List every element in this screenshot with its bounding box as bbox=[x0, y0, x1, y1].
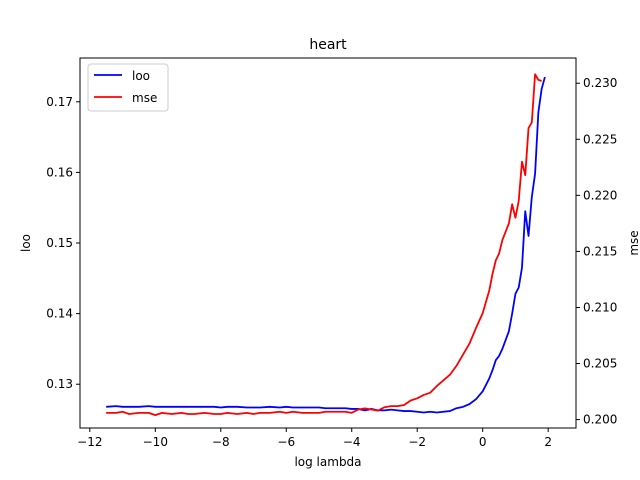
x-tick-label: −8 bbox=[212, 435, 230, 449]
y-axis-right: 0.200 0.205 0.210 0.215 0.220 0.225 0.230 bbox=[576, 76, 617, 427]
y-left-tick-label: 0.16 bbox=[46, 165, 73, 179]
legend-label-mse: mse bbox=[132, 91, 157, 105]
x-tick-label: −10 bbox=[143, 435, 168, 449]
x-axis-title: log lambda bbox=[294, 455, 361, 469]
y-left-tick-label: 0.17 bbox=[46, 95, 73, 109]
y-axis-right-title: mse bbox=[627, 230, 640, 255]
y-right-tick-label: 0.210 bbox=[583, 300, 617, 314]
y-axis-left: 0.13 0.14 0.15 0.16 0.17 bbox=[46, 95, 80, 391]
y-right-tick-label: 0.220 bbox=[583, 188, 617, 202]
x-axis: −12 −10 −8 −6 −4 −2 0 2 bbox=[77, 428, 552, 449]
legend: loo mse bbox=[87, 63, 169, 112]
y-right-tick-label: 0.230 bbox=[583, 76, 617, 90]
y-left-tick-label: 0.13 bbox=[46, 377, 73, 391]
y-left-tick-label: 0.15 bbox=[46, 236, 73, 250]
y-right-tick-label: 0.225 bbox=[583, 132, 617, 146]
x-tick-label: 2 bbox=[544, 435, 552, 449]
series-line-mse bbox=[106, 73, 542, 417]
y-axis-left-title: loo bbox=[19, 234, 33, 252]
y-right-tick-label: 0.205 bbox=[583, 357, 617, 371]
x-tick-label: −2 bbox=[408, 435, 426, 449]
x-tick-label: 0 bbox=[479, 435, 487, 449]
plot-area bbox=[106, 73, 546, 417]
y-left-tick-label: 0.14 bbox=[46, 307, 73, 321]
x-tick-label: −12 bbox=[77, 435, 102, 449]
legend-label-loo: loo bbox=[132, 69, 150, 83]
y-right-tick-label: 0.215 bbox=[583, 244, 617, 258]
x-tick-label: −6 bbox=[277, 435, 295, 449]
x-tick-label: −4 bbox=[343, 435, 361, 449]
y-right-tick-label: 0.200 bbox=[583, 413, 617, 427]
chart-title: heart bbox=[309, 37, 347, 53]
